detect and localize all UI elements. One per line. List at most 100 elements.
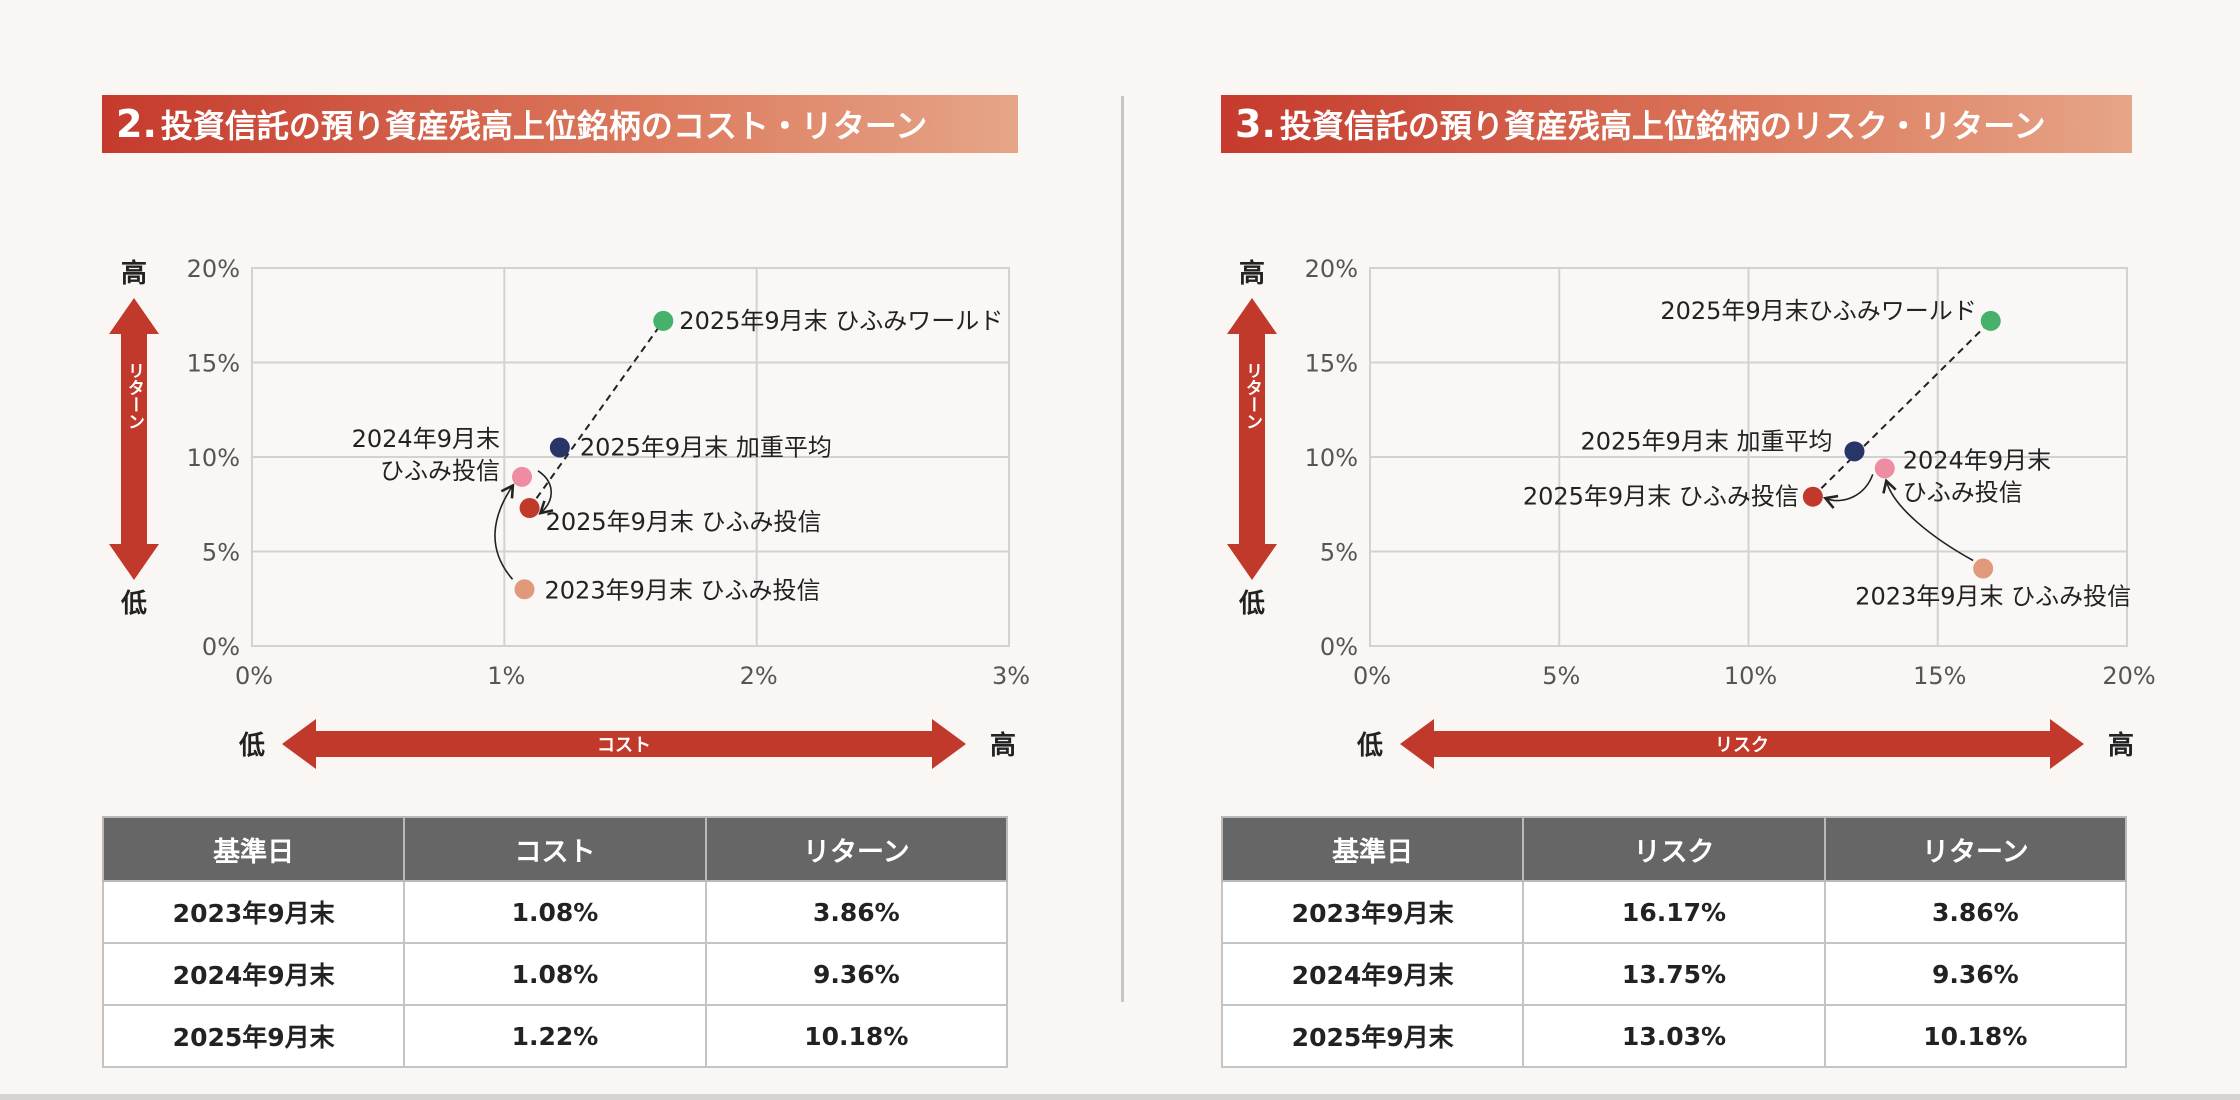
y-tick-label: 20% <box>187 255 240 283</box>
x-tick-label: 20% <box>2102 662 2155 690</box>
cost-return-title-bar: 2. 投資信託の預り資産残高上位銘柄のコスト・リターン <box>102 95 1018 153</box>
table-row: 2024年9月末 1.08% 9.36% <box>101 942 1009 1006</box>
y-tick-label: 0% <box>1320 633 1358 661</box>
x-tick-label: 10% <box>1724 662 1777 690</box>
title-text: 投資信託の預り資産残高上位銘柄のリスク・リターン <box>1279 107 2046 145</box>
table-header-return: リターン <box>1823 816 2128 882</box>
dashed-trend-line <box>528 320 665 509</box>
table-header-return: リターン <box>704 816 1009 882</box>
data-point-label: 2023年9月末 ひふみ投信 <box>545 576 821 604</box>
data-point-label: 2023年9月末 ひふみ投信 <box>1855 583 2131 611</box>
y-tick-label: 5% <box>1320 539 1358 567</box>
y-axis-high-label: 高 <box>1239 258 1265 289</box>
progression-arrow-2023-2024 <box>494 483 515 580</box>
return-axis-arrow <box>1227 298 1277 580</box>
data-point-label: 2025年9月末 加重平均 <box>580 434 832 462</box>
table-cell-risk: 13.75% <box>1522 942 1826 1006</box>
y-tick-label: 10% <box>1305 444 1358 472</box>
cost-return-panel: 2. 投資信託の預り資産残高上位銘柄のコスト・リターン 0% 5% 10% 15% 20%… <box>0 0 1030 1100</box>
data-point-label: 2025年9月末ひふみワールド <box>1660 297 1976 325</box>
data-point <box>1874 458 1895 479</box>
table-cell-cost: 1.22% <box>403 1004 707 1068</box>
table-header-risk: リスク <box>1522 816 1826 882</box>
data-point-label: ひふみ投信 <box>1903 478 2023 506</box>
return-axis-arrow <box>109 298 159 580</box>
x-axis-label: コスト <box>597 735 651 756</box>
data-point <box>1844 441 1865 462</box>
x-tick-label: 15% <box>1913 662 1966 690</box>
x-tick-label: 5% <box>1542 662 1580 690</box>
table-cell-cost: 1.08% <box>403 880 707 944</box>
y-tick-label: 20% <box>1305 255 1358 283</box>
risk-return-panel: 3. 投資信託の預り資産残高上位銘柄のリスク・リターン 0% 5% 10% 15% 20%… <box>1118 0 2156 1100</box>
table-cell-cost: 1.08% <box>403 942 707 1006</box>
y-tick-label: 5% <box>202 539 240 567</box>
risk-return-table: 基準日 リスク リターン 2023年9月末 16.17% 3.86% 2024年… <box>1220 816 2128 1068</box>
table-cell-return: 3.86% <box>1823 880 2128 944</box>
panel-divider <box>1121 96 1124 1002</box>
y-axis-low-label: 低 <box>120 589 147 619</box>
table-cell-date: 2023年9月末 <box>1220 880 1525 944</box>
x-tick-label: 2% <box>740 662 778 690</box>
data-point <box>1802 486 1823 507</box>
y-axis-high-label: 高 <box>121 258 147 289</box>
table-cell-risk: 13.03% <box>1522 1004 1826 1068</box>
data-point <box>511 466 532 487</box>
x-tick-label: 1% <box>487 662 525 690</box>
table-cell-risk: 16.17% <box>1522 880 1826 944</box>
data-point <box>653 310 674 331</box>
x-tick-label: 3% <box>992 662 1030 690</box>
table-cell-return: 3.86% <box>704 880 1009 944</box>
x-axis-high-label: 高 <box>990 730 1016 761</box>
data-point-label: 2025年9月末 ひふみワールド <box>679 307 1003 335</box>
x-axis-high-label: 高 <box>2108 730 2134 761</box>
table-row: 2023年9月末 1.08% 3.86% <box>101 880 1009 944</box>
data-point-label: 2024年9月末 <box>1903 446 2051 474</box>
table-cell-date: 2024年9月末 <box>101 942 406 1006</box>
y-tick-label: 0% <box>202 633 240 661</box>
table-cell-return: 9.36% <box>704 942 1009 1006</box>
data-point-label: 2024年9月末 <box>352 425 500 453</box>
x-axis-arrow <box>282 719 966 769</box>
x-axis-low-label: 低 <box>238 731 265 761</box>
table-cell-return: 9.36% <box>1823 942 2128 1006</box>
data-point <box>1980 310 2001 331</box>
data-point <box>514 579 535 600</box>
title-text: 投資信託の預り資産残高上位銘柄のコスト・リターン <box>160 107 928 145</box>
table-cell-date: 2023年9月末 <box>101 880 406 944</box>
data-point-label: 2025年9月末 ひふみ投信 <box>546 508 822 536</box>
y-tick-label: 15% <box>1305 350 1358 378</box>
table-cell-date: 2024年9月末 <box>1220 942 1525 1006</box>
cost-return-table: 基準日 コスト リターン 2023年9月末 1.08% 3.86% 2024年9… <box>101 816 1009 1068</box>
x-axis-label: リスク <box>1715 735 1769 756</box>
table-row: 2023年9月末 16.17% 3.86% <box>1220 880 2128 944</box>
title-number: 2. <box>116 102 157 146</box>
x-axis-low-label: 低 <box>1356 731 1383 761</box>
table-cell-date: 2025年9月末 <box>101 1004 406 1068</box>
table-header-date: 基準日 <box>1220 816 1525 882</box>
data-point-label: ひふみ投信 <box>380 457 500 485</box>
progression-arrow-2024-2025 <box>537 470 554 515</box>
bottom-rule <box>0 1094 2240 1100</box>
table-cell-return: 10.18% <box>704 1004 1009 1068</box>
table-row: 2025年9月末 1.22% 10.18% <box>101 1004 1009 1068</box>
data-point-label: 2025年9月末 加重平均 <box>1580 427 1832 455</box>
y-tick-label: 15% <box>187 350 240 378</box>
data-point-label: 2025年9月末 ひふみ投信 <box>1523 483 1799 511</box>
y-tick-label: 10% <box>187 444 240 472</box>
data-point <box>519 498 540 519</box>
data-point <box>1973 558 1994 579</box>
y-axis-low-label: 低 <box>1238 589 1265 619</box>
risk-return-title-bar: 3. 投資信託の預り資産残高上位銘柄のリスク・リターン <box>1221 95 2132 153</box>
data-point <box>549 437 570 458</box>
table-header-cost: コスト <box>403 816 707 882</box>
progression-arrow-2023-2024 <box>1882 478 1974 562</box>
table-cell-return: 10.18% <box>1823 1004 2128 1068</box>
progression-arrow-2024-2025 <box>1822 474 1874 509</box>
return-axis-label: リターン <box>124 362 144 430</box>
table-row: 2025年9月末 13.03% 10.18% <box>1220 1004 2128 1068</box>
x-axis-arrow <box>1400 719 2084 769</box>
table-row: 2024年9月末 13.75% 9.36% <box>1220 942 2128 1006</box>
x-tick-label: 0% <box>235 662 273 690</box>
